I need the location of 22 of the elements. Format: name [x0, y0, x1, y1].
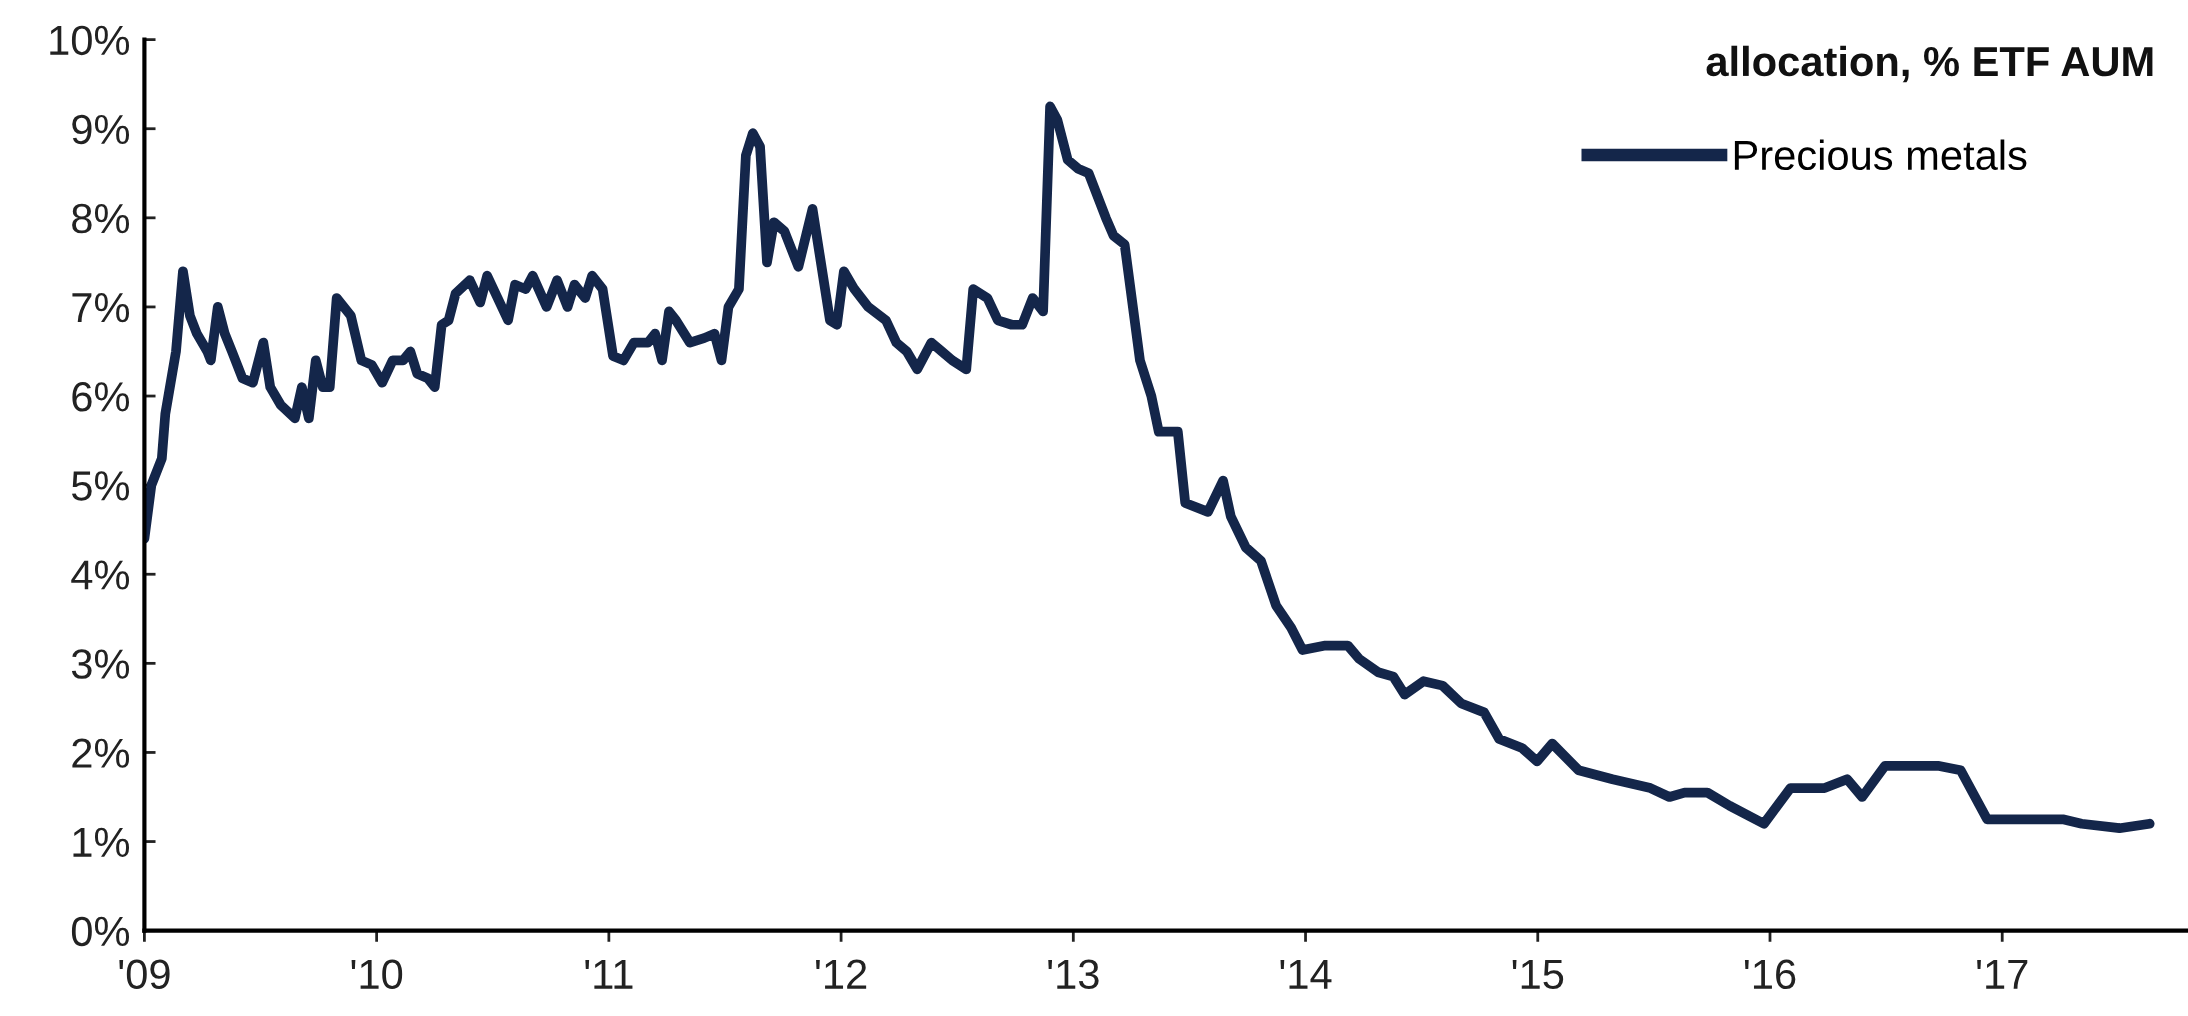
y-tick-label: 9% [72, 114, 130, 145]
x-tick-label: '11 [585, 959, 633, 989]
legend-label: Precious metals [1734, 139, 2027, 171]
x-tick-label: '09 [119, 959, 170, 990]
y-tick-label: 6% [72, 382, 130, 412]
y-tick-label: 10% [50, 25, 130, 56]
y-tick-label: 2% [72, 738, 130, 768]
x-tick-label: '16 [1744, 959, 1796, 990]
y-tick-label: 8% [72, 203, 130, 234]
chart-title: allocation, % ETF AUM [1706, 45, 2153, 83]
x-tick-label: '17 [1977, 959, 2028, 989]
x-tick-label: '15 [1512, 959, 1564, 990]
x-tick-label: '10 [351, 959, 403, 990]
y-tick-label: 3% [71, 649, 130, 679]
y-tick-label: 5% [71, 471, 130, 501]
x-tick-label: '14 [1280, 959, 1332, 989]
y-tick-label: 7% [72, 293, 130, 323]
y-tick-label: 4% [71, 560, 130, 590]
x-tick-label: '13 [1048, 959, 1099, 990]
y-tick-label: 0% [71, 916, 130, 947]
x-tick-label: '12 [816, 959, 867, 989]
y-tick-label: 1% [73, 827, 130, 857]
